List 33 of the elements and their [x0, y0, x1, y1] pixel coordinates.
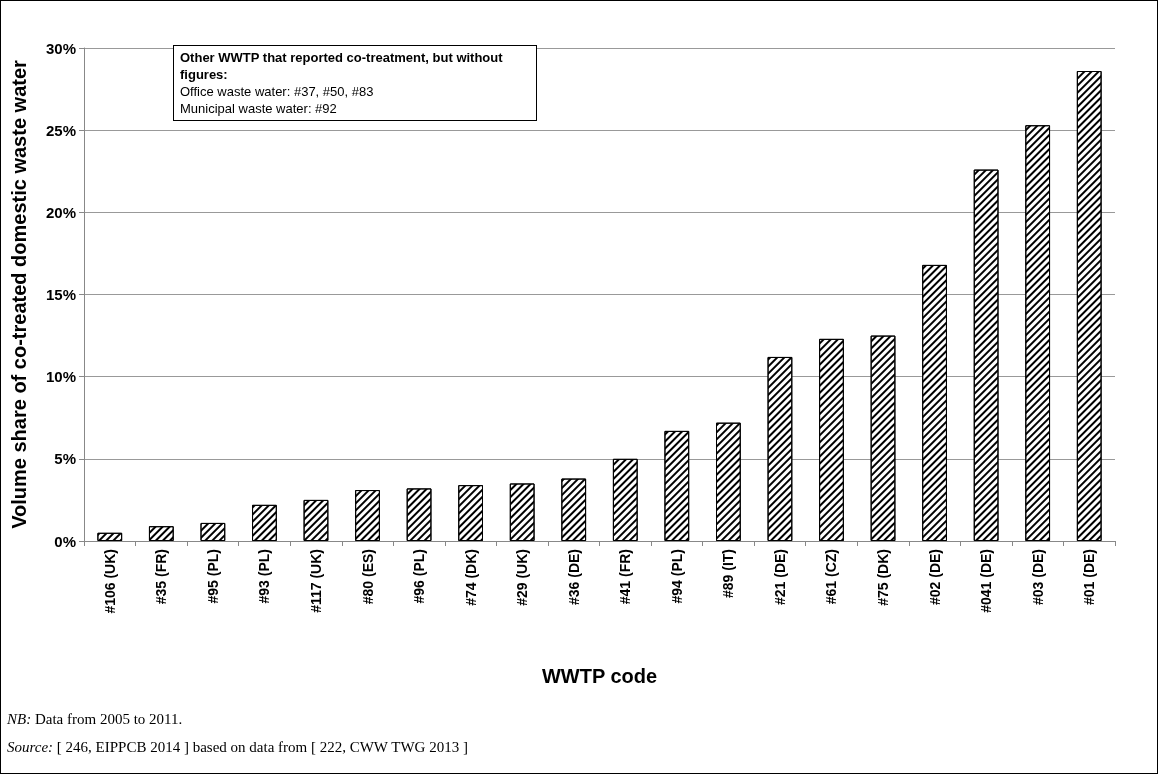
- y-tick-label: 5%: [54, 450, 76, 468]
- x-tick-label: #80 (ES): [359, 549, 376, 605]
- annotation: Other WWTP that reported co-treatment, but without figures: Office waste water: #37, #50, #83 Municipal waste water: #92: [180, 49, 504, 117]
- x-tick-label: #96 (PL): [411, 549, 428, 604]
- x-tick-label: #89 (IT): [720, 549, 737, 599]
- y-tick-label: 15%: [45, 286, 76, 303]
- y-tick-label: 30%: [45, 39, 76, 57]
- x-tick-label: #01 (DE): [1081, 549, 1098, 606]
- x-tick-label: #29 (UK): [514, 549, 531, 606]
- y-tick-label: 20%: [45, 203, 76, 221]
- y-tick-label: 0%: [54, 532, 76, 550]
- x-tick-label: #74 (DK): [462, 549, 479, 606]
- text-box: Other WWTP that reported co-treatment, but without figures: Office waste water: #37, #50, #83 Municipal waste water: #92: [173, 45, 537, 121]
- x-axis-title: WWTP code: [541, 665, 658, 687]
- x-tick-label: #94 (PL): [668, 549, 685, 604]
- x-tick-label: #03 (DE): [1029, 549, 1046, 606]
- x-tick-label: #106 (UK): [101, 549, 118, 614]
- x-tick-label: #95 (PL): [204, 549, 221, 604]
- y-axis-title: Volume share of co-treated domestic waste water: [8, 59, 30, 529]
- source-note: Source: [ 246, EIPPCB 2014 ] based on data from [ 222, CWW TWG 2013 ]: [7, 738, 468, 755]
- x-tick-label: #93 (PL): [256, 549, 273, 604]
- x-tick-label: #041 (DE): [978, 549, 995, 613]
- x-tick-label: #61 (CZ): [823, 549, 840, 605]
- y-tick-label: 10%: [45, 368, 76, 386]
- x-tick-label: #35 (FR): [153, 549, 170, 605]
- y-tick-label: 25%: [45, 121, 76, 139]
- x-tick-label: #117 (UK): [307, 549, 324, 613]
- x-tick-label: #41 (FR): [617, 549, 634, 605]
- x-tick-label: #75 (DK): [875, 549, 892, 606]
- x-tick-label: #02 (DE): [926, 549, 943, 606]
- x-tick-label: #21 (DE): [771, 549, 788, 606]
- x-tick-label: #36 (DE): [565, 549, 582, 606]
- text: NB: Data from 2005 to 2011.: [6, 710, 183, 727]
